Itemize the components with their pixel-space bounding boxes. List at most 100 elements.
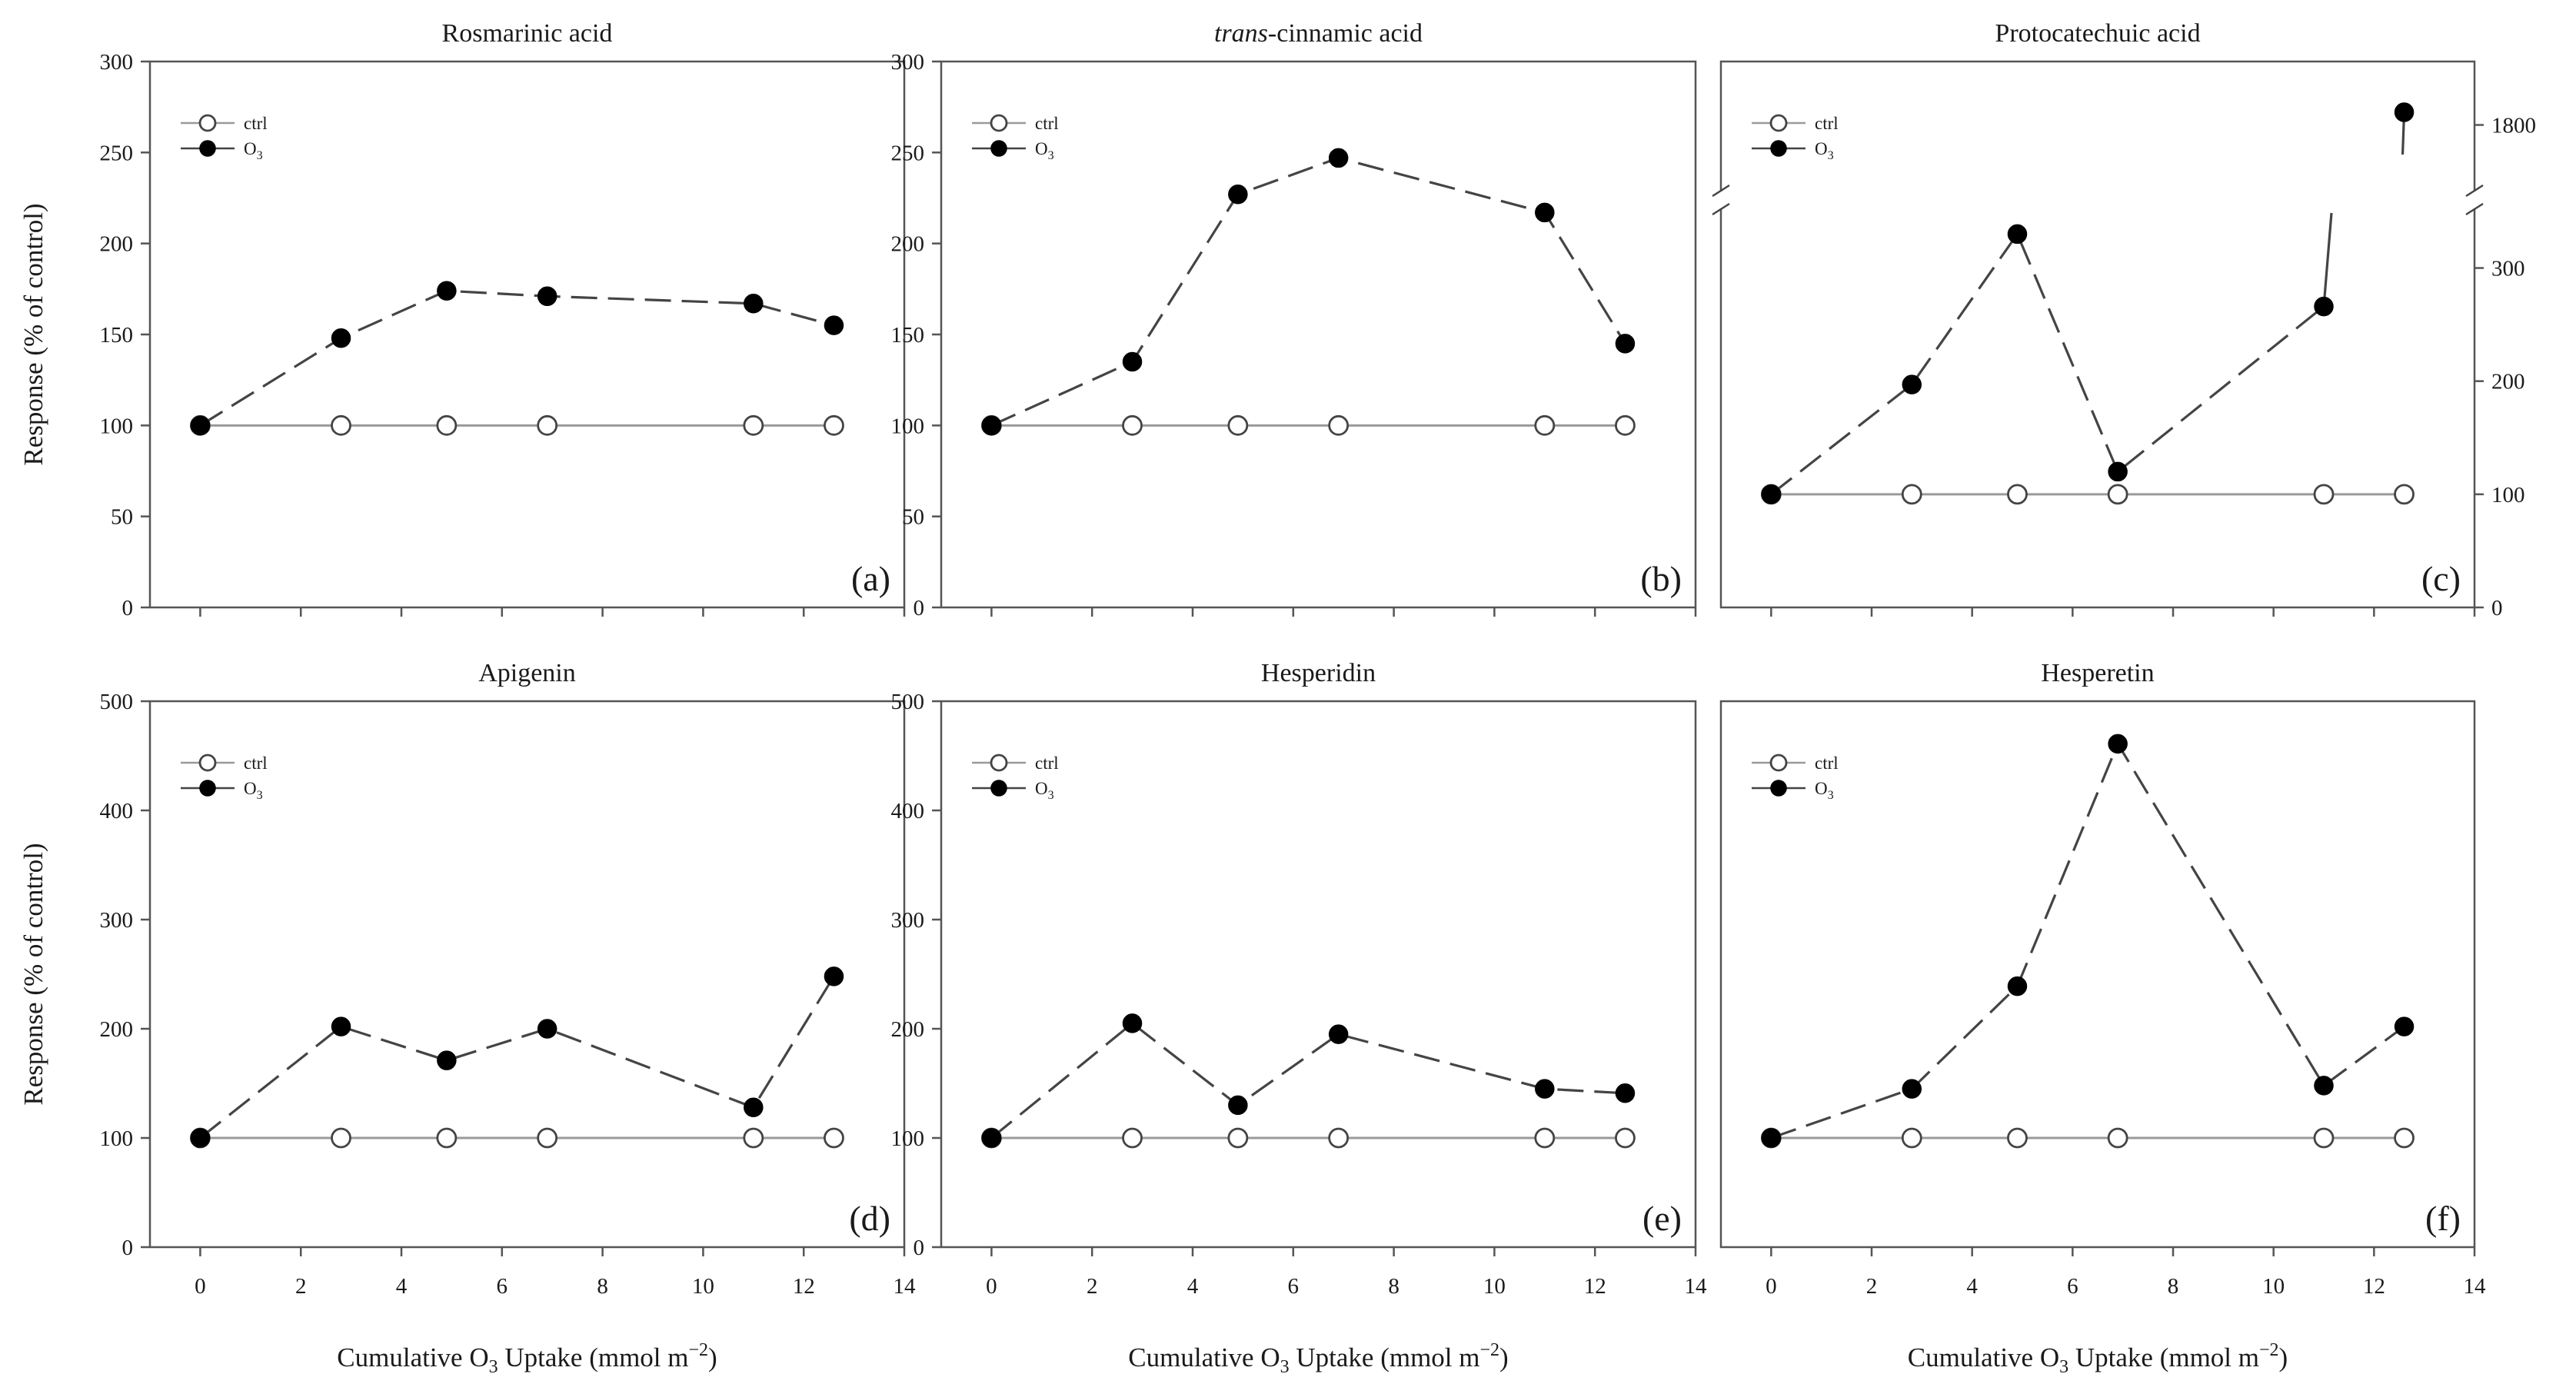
data-point-o3: [1228, 185, 1248, 205]
xlabel-part: ): [2279, 1342, 2288, 1372]
legend-o3-subscript: 3: [1828, 149, 1834, 162]
legend-o3-subscript: 3: [1828, 789, 1834, 802]
axis-break-gap: [2470, 191, 2479, 208]
data-point-ctrl: [537, 1127, 558, 1149]
x-tick-label: 8: [2168, 1274, 2179, 1299]
legend-marker-o3: [199, 780, 216, 797]
x-tick-label: 6: [1288, 1274, 1300, 1299]
x-tick-label: 12: [1584, 1274, 1606, 1299]
data-point-o3: [1228, 1095, 1248, 1116]
x-tick-label: 12: [793, 1274, 815, 1299]
data-point-o3: [1328, 148, 1349, 168]
xlabel-part: Cumulative O: [1908, 1342, 2059, 1372]
x-tick-label: 0: [986, 1274, 997, 1299]
x-tick-label: 4: [396, 1274, 408, 1299]
legend-o3-text: O: [244, 139, 257, 158]
y-axis-label: Response (% of control): [18, 203, 48, 465]
x-tick-label: 10: [1483, 1274, 1506, 1299]
legend-label-o3: O3: [1035, 779, 1054, 802]
data-point-o3: [537, 1019, 557, 1039]
y-tick-label: 200: [100, 1017, 134, 1042]
data-point-ctrl: [537, 414, 558, 436]
legend-marker-ctrl: [198, 754, 217, 772]
chart-panel-2: trans-cinnamic acid 0 50 100 150 200 250 300 ctr…: [891, 19, 1697, 620]
axis-break-gap: [1716, 191, 1726, 208]
legend-label-o3: O3: [1815, 139, 1834, 162]
legend-label-o3: O3: [1815, 779, 1834, 802]
y-axis-label: Response (% of control): [18, 843, 48, 1105]
data-point-o3: [1761, 1128, 1782, 1148]
legend-marker-ctrl: [990, 754, 1008, 772]
plot-frame: [1719, 700, 2476, 1249]
chart-title: Rosmarinic acid: [442, 19, 613, 48]
data-point-ctrl: [331, 1127, 351, 1149]
data-point-o3: [2314, 296, 2334, 317]
x-tick-label: 14: [894, 1274, 917, 1299]
data-point-ctrl: [2107, 484, 2128, 505]
plot-frame: [940, 700, 1697, 1249]
data-point-o3: [2314, 1076, 2334, 1096]
xlabel-part: Uptake (mmol m: [498, 1342, 689, 1372]
series-line-o3: [990, 1021, 1626, 1139]
data-point-o3: [2394, 1016, 2415, 1036]
legend-o3-text: O: [1035, 139, 1048, 158]
x-tick-label: 10: [692, 1274, 714, 1299]
y-tick-label: 300: [891, 908, 925, 933]
axis-break-slash: [2465, 202, 2484, 216]
y-tick-label: 500: [100, 690, 134, 714]
data-point-o3: [744, 294, 764, 314]
chart-title: Hesperidin: [1261, 659, 1376, 687]
plot-frame: [148, 700, 906, 1249]
data-point-ctrl: [2107, 1127, 2128, 1149]
title-rest: -cinnamic acid: [1268, 19, 1423, 48]
xlabel-superscript: −2: [2259, 1340, 2279, 1360]
x-tick-label: 0: [195, 1274, 206, 1299]
data-point-o3: [2007, 224, 2028, 245]
data-point-ctrl: [2394, 484, 2415, 505]
y-tick-label: 200: [891, 1017, 925, 1042]
y-tick-label: 50: [902, 505, 924, 530]
panel-letter: (b): [1640, 559, 1682, 598]
data-point-ctrl: [2313, 484, 2335, 505]
data-point-ctrl: [1227, 1127, 1249, 1149]
x-tick-label: 6: [2067, 1274, 2078, 1299]
chart-panel-4: Apigenin 0 100 200 300 400 500 0 2 4 6 8 10 12 14 ctrl O…: [18, 659, 916, 1377]
y-tick-label: 200: [100, 232, 134, 257]
data-point-o3: [331, 1016, 351, 1036]
legend-marker-o3: [1770, 780, 1787, 797]
xlabel-subscript: 3: [489, 1357, 498, 1377]
xlabel-part: ): [708, 1342, 717, 1372]
legend-marker-o3: [990, 780, 1007, 797]
panel-letter: (a): [851, 559, 890, 598]
legend-label-ctrl: ctrl: [1035, 114, 1059, 133]
data-point-ctrl: [824, 1127, 844, 1149]
data-point-o3: [1328, 1024, 1349, 1044]
data-point-o3: [981, 415, 1002, 436]
data-point-o3: [1902, 1079, 1922, 1099]
x-tick-label: 2: [295, 1274, 307, 1299]
data-point-ctrl: [1901, 1127, 1922, 1149]
data-point-ctrl: [1534, 1127, 1556, 1149]
plot-frame: [1719, 60, 2476, 609]
data-point-o3: [744, 1097, 764, 1117]
y-tick-label: 250: [891, 141, 925, 165]
series-line-o3: [1770, 740, 2405, 1139]
y-tick-label: 50: [111, 505, 133, 530]
data-point-ctrl: [2394, 1127, 2415, 1149]
y-tick-label: 100: [2491, 483, 2525, 507]
data-point-ctrl: [1901, 484, 1922, 505]
panel-letter: (e): [1642, 1199, 1682, 1238]
data-point-ctrl: [1615, 1127, 1636, 1149]
legend-marker-o3: [199, 140, 216, 157]
x-tick-label: 6: [497, 1274, 508, 1299]
xlabel-subscript: 3: [1280, 1357, 1290, 1377]
data-point-o3: [1535, 202, 1555, 223]
data-point-ctrl: [1328, 414, 1350, 436]
x-tick-label: 4: [1187, 1274, 1199, 1299]
chart-title: Protocatechuic acid: [1995, 19, 2200, 48]
y-tick-label: 0: [914, 1236, 925, 1260]
legend-marker-ctrl: [990, 114, 1008, 132]
y-tick-label: 100: [100, 414, 134, 438]
